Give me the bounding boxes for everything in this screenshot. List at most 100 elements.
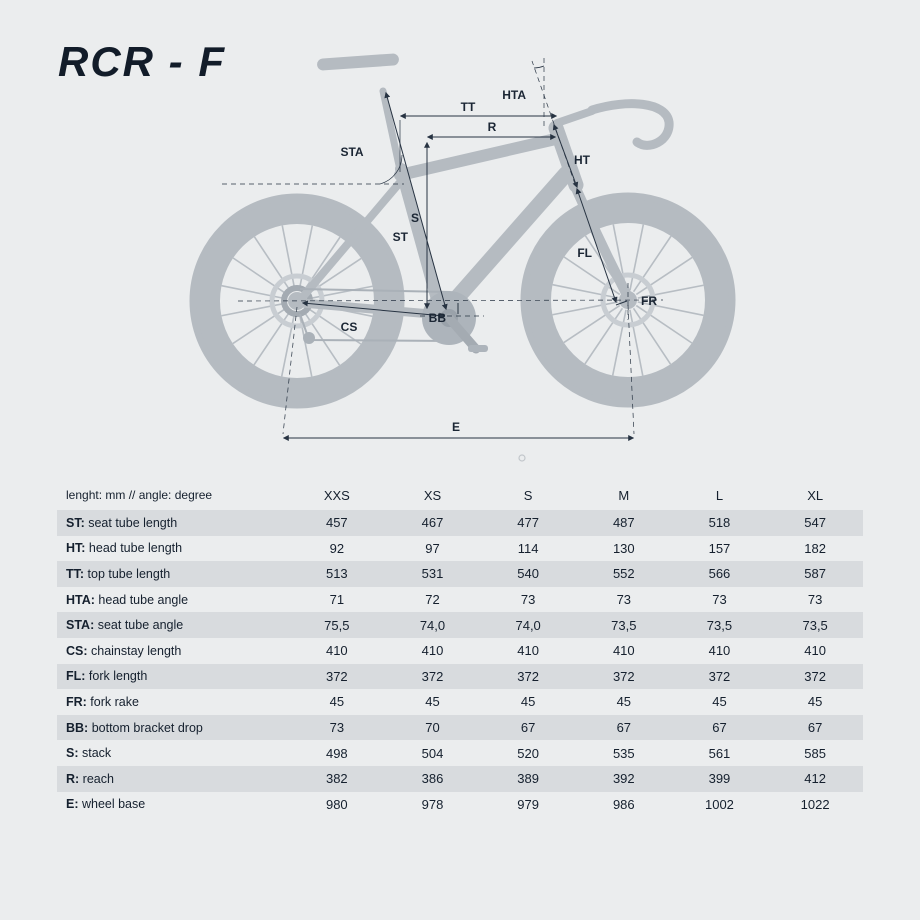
degree-dot-icon xyxy=(518,454,526,462)
size-col-header: L xyxy=(715,487,724,503)
value-cell: 1002 xyxy=(704,796,734,812)
row-label: R: reach xyxy=(66,771,114,786)
label-bb: BB xyxy=(429,311,447,325)
value-cell: 71 xyxy=(329,592,345,608)
dimension-labels: TT R HTA HT STA S ST FL FR CS BB E xyxy=(340,88,657,434)
value-cell: 45 xyxy=(329,694,345,710)
label-cs: CS xyxy=(341,320,358,334)
table-row: S: stack 498 504 520 535 561 585 xyxy=(57,740,863,766)
pedal xyxy=(468,345,488,352)
table-row: CS: chainstay length 410 410 410 410 410 410 xyxy=(57,638,863,664)
chainstay-dimension xyxy=(301,300,446,319)
value-cell: 73 xyxy=(520,592,536,608)
table-row: FL: fork length 372 372 372 372 372 372 xyxy=(57,663,863,690)
table-header-row: lenght: mm // angle: degree XXS XS S M L XL xyxy=(57,480,863,510)
value-cell: 585 xyxy=(804,745,826,761)
value-cell: 386 xyxy=(421,771,444,787)
row-label: BB: bottom bracket drop xyxy=(66,720,203,735)
geometry-table: lenght: mm // angle: degree XXS XS S M L XL ST… xyxy=(57,480,863,817)
top-tube xyxy=(394,132,566,181)
value-cell: 587 xyxy=(804,566,826,582)
value-cell: 477 xyxy=(517,515,539,531)
value-cell: 372 xyxy=(517,668,539,684)
value-cell: 92 xyxy=(329,540,345,556)
value-cell: 978 xyxy=(421,796,444,812)
value-cell: 73 xyxy=(712,592,727,608)
table-row: R: reach 382 386 389 392 399 412 xyxy=(57,765,863,792)
seatpost xyxy=(379,87,404,174)
value-cell: 372 xyxy=(421,668,444,684)
value-cell: 130 xyxy=(612,540,635,556)
value-cell: 410 xyxy=(612,643,635,659)
down-tube xyxy=(433,166,574,324)
row-label: FR: fork rake xyxy=(66,694,139,709)
label-s: S xyxy=(411,211,419,225)
value-cell: 410 xyxy=(517,643,539,659)
table-row: HT: head tube length 92 97 114 130 157 182 xyxy=(57,536,863,562)
value-cell: 73,5 xyxy=(611,617,637,633)
label-hta: HTA xyxy=(502,88,526,102)
value-cell: 531 xyxy=(421,566,444,582)
value-cell: 540 xyxy=(517,566,539,582)
value-cell: 980 xyxy=(325,796,348,812)
value-cell: 410 xyxy=(421,643,444,659)
value-cell: 97 xyxy=(425,540,440,556)
label-r: R xyxy=(488,120,497,134)
row-label: CS: chainstay length xyxy=(66,643,182,658)
size-col-header: S xyxy=(523,487,533,503)
row-label: TT: top tube length xyxy=(66,566,171,581)
value-cell: 74,0 xyxy=(419,617,446,633)
row-label: STA: seat tube angle xyxy=(66,618,184,633)
value-cell: 114 xyxy=(517,540,539,556)
value-cell: 552 xyxy=(612,566,635,582)
table-row: FR: fork rake 45 45 45 45 45 45 xyxy=(57,689,863,715)
value-cell: 372 xyxy=(708,668,731,684)
value-cell: 73 xyxy=(807,592,823,608)
value-cell: 513 xyxy=(325,566,348,582)
value-cell: 73 xyxy=(329,720,345,736)
value-cell: 45 xyxy=(616,694,632,710)
value-cell: 67 xyxy=(807,720,823,736)
value-cell: 75,5 xyxy=(324,617,350,633)
rear-derailleur-icon xyxy=(303,332,315,344)
value-cell: 392 xyxy=(612,771,635,787)
value-cell: 45 xyxy=(807,694,823,710)
fork-rake-dimension xyxy=(615,300,628,306)
handlebar xyxy=(587,99,674,150)
size-col-header: M xyxy=(618,487,630,503)
hta-angle-arc xyxy=(533,65,545,69)
value-cell: 1022 xyxy=(800,796,830,812)
value-cell: 412 xyxy=(804,771,826,787)
value-cell: 45 xyxy=(425,694,440,710)
value-cell: 157 xyxy=(708,540,731,556)
value-cell: 73,5 xyxy=(802,617,828,633)
value-cell: 986 xyxy=(612,796,635,812)
value-cell: 410 xyxy=(804,643,826,659)
value-cell: 45 xyxy=(712,694,727,710)
row-label: HT: head tube length xyxy=(66,541,183,556)
table-row: BB: bottom bracket drop 73 70 67 67 67 67 xyxy=(57,714,863,741)
value-cell: 979 xyxy=(517,796,539,812)
value-cell: 561 xyxy=(708,745,731,761)
sta-angle-arc xyxy=(379,154,403,185)
rear-wheel-spokes xyxy=(221,225,373,377)
table-row: ST: seat tube length 457 467 477 487 518 547 xyxy=(57,510,863,536)
row-label: E: wheel base xyxy=(66,797,146,812)
value-cell: 372 xyxy=(612,668,635,684)
value-cell: 74,0 xyxy=(515,617,541,633)
value-cell: 399 xyxy=(708,771,731,787)
value-cell: 498 xyxy=(325,745,348,761)
stem xyxy=(553,107,596,127)
fork-length-dimension xyxy=(575,187,618,304)
table-row: TT: top tube length 513 531 540 552 566 587 xyxy=(57,561,863,587)
value-cell: 67 xyxy=(616,720,632,736)
label-fl: FL xyxy=(577,246,592,260)
value-cell: 70 xyxy=(425,720,440,736)
value-cell: 372 xyxy=(325,668,348,684)
value-cell: 520 xyxy=(517,745,539,761)
size-col-header: XL xyxy=(807,487,824,503)
value-cell: 547 xyxy=(804,515,826,531)
table-row: E: wheel base 980 978 979 986 1002 1022 xyxy=(57,792,863,818)
label-sta: STA xyxy=(340,145,363,159)
value-cell: 566 xyxy=(708,566,731,582)
